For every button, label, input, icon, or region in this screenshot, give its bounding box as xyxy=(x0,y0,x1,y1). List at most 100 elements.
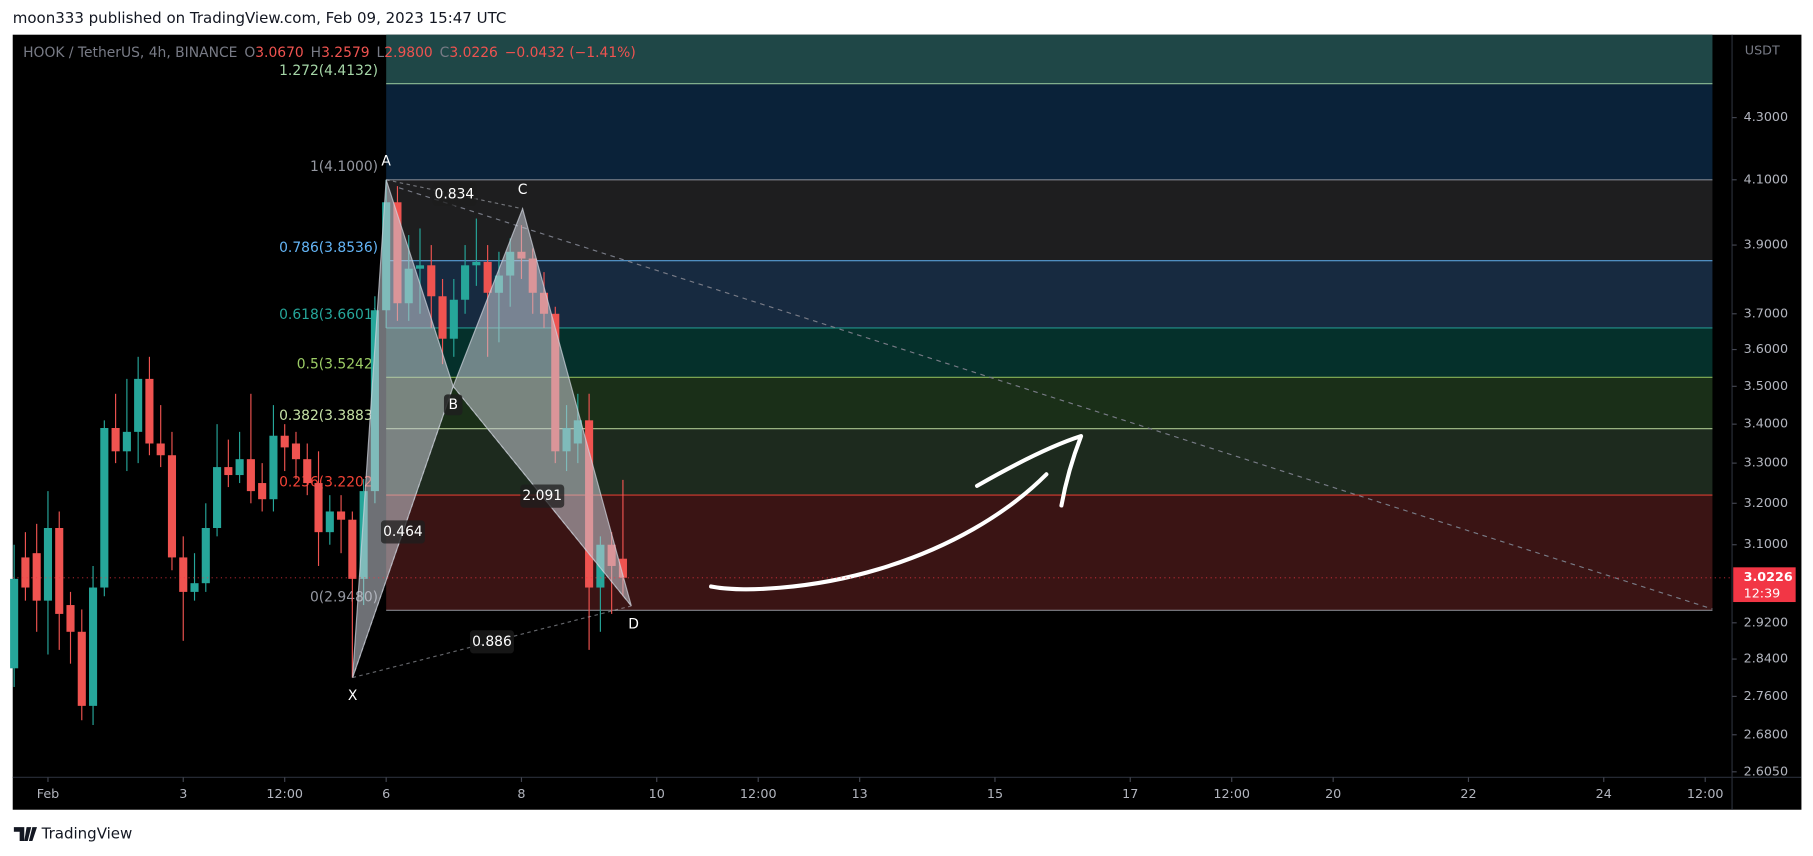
x-tick-label: 13 xyxy=(852,786,868,801)
publish-header: moon333 published on TradingView.com, Fe… xyxy=(13,9,507,27)
trend-layer xyxy=(398,187,1713,610)
tradingview-logo: TradingView xyxy=(13,825,132,843)
point-label-box xyxy=(443,394,463,416)
x-tick-label: Feb xyxy=(37,786,60,801)
ratio-label: 0.886 xyxy=(472,634,512,650)
last-price-value: 3.0226 xyxy=(1744,569,1793,584)
fib-zone xyxy=(386,428,1713,496)
ratio-label-box xyxy=(469,630,514,654)
x-tick-label: 6 xyxy=(382,786,390,801)
fib-level-label: 1(4.1000) xyxy=(310,159,378,175)
candle-body xyxy=(156,443,165,456)
ratio-label: 0.834 xyxy=(435,186,475,202)
candle-body xyxy=(325,511,334,533)
candle-body xyxy=(461,265,470,300)
fib-zone xyxy=(386,327,1713,378)
fib-zone xyxy=(386,179,1713,261)
candle-body xyxy=(337,511,346,520)
y-tick-label: 3.4000 xyxy=(1744,416,1789,431)
y-tick-label: 2.9200 xyxy=(1744,614,1789,629)
candle-body xyxy=(483,261,492,293)
candle-body xyxy=(100,428,109,588)
candle-body xyxy=(10,578,19,669)
ohlc-value: 3.0670 xyxy=(255,45,303,61)
point-label: B xyxy=(448,397,458,413)
candle-body xyxy=(224,467,233,476)
fib-zone xyxy=(386,34,1713,84)
ohlc-value: 3.2579 xyxy=(321,45,369,61)
candle-body xyxy=(21,557,30,588)
y-tick-label: 3.2000 xyxy=(1744,495,1789,510)
fib-level-label: 1.272(4.4132) xyxy=(279,63,378,79)
candle-body xyxy=(314,483,323,533)
candle-body xyxy=(122,431,131,452)
ohlc-key: O xyxy=(244,45,255,61)
candle-body xyxy=(167,455,177,558)
candle-body xyxy=(89,587,98,706)
point-label: C xyxy=(518,182,528,198)
point-label: X xyxy=(348,688,358,704)
ratio-label-box xyxy=(432,182,477,206)
candle-body xyxy=(190,583,199,592)
candle-body xyxy=(472,261,481,266)
point-label: A xyxy=(381,153,391,169)
logo-icon xyxy=(13,827,37,841)
ratio-label-box xyxy=(520,484,565,508)
candle-body xyxy=(348,519,357,579)
candle-body xyxy=(43,527,53,601)
y-tick-label: 2.6800 xyxy=(1744,726,1789,741)
x-tick-label: 12:00 xyxy=(1213,786,1250,801)
y-tick-label: 4.3000 xyxy=(1744,109,1789,124)
fib-zone xyxy=(386,83,1713,180)
candle-body xyxy=(55,527,64,614)
last-price-countdown: 12:39 xyxy=(1744,585,1781,600)
ratio-label: 2.091 xyxy=(522,488,562,504)
trend-line xyxy=(398,187,1713,610)
fib-level-label: 0.618(3.6601) xyxy=(279,307,378,323)
x-tick-label: 12:00 xyxy=(740,786,777,801)
fib-level-label: 0.786(3.8536) xyxy=(279,240,378,256)
candle-body xyxy=(280,435,289,448)
ratio-label: 0.464 xyxy=(383,524,423,540)
candle-body xyxy=(179,557,188,592)
x-tick-label: 3 xyxy=(179,786,187,801)
fib-zone xyxy=(386,377,1713,429)
x-tick-label: 20 xyxy=(1325,786,1341,801)
candle-body xyxy=(32,553,41,601)
candle-body xyxy=(449,299,458,339)
x-tick-label: 15 xyxy=(987,786,1003,801)
candle-body xyxy=(269,435,278,500)
axis-unit: USDT xyxy=(1745,42,1780,57)
candle-body xyxy=(145,378,154,444)
candle-body xyxy=(66,605,75,632)
x-tick-label: 12:00 xyxy=(266,786,303,801)
candle-body xyxy=(427,265,436,297)
candle-body xyxy=(291,443,301,460)
y-tick-label: 3.6000 xyxy=(1744,341,1789,356)
candle-body xyxy=(77,631,86,706)
x-tick-label: 24 xyxy=(1596,786,1612,801)
candle-body xyxy=(438,296,447,339)
ohlc-value: 3.0226 xyxy=(449,45,497,61)
fib-level-label: 0.5(3.5242) xyxy=(297,357,378,373)
candle-body xyxy=(213,467,222,528)
x-tick-label: 12:00 xyxy=(1687,786,1724,801)
candle-body xyxy=(258,483,267,500)
candle-body xyxy=(111,428,120,452)
price-change: −0.0432 (−1.41%) xyxy=(505,45,636,61)
y-tick-label: 3.9000 xyxy=(1744,237,1789,252)
y-tick-label: 2.6050 xyxy=(1744,763,1789,778)
ohlc-key: L xyxy=(377,45,385,61)
ratio-label-box xyxy=(380,520,425,544)
y-tick-label: 4.1000 xyxy=(1744,171,1789,186)
y-tick-label: 3.3000 xyxy=(1744,455,1789,470)
y-tick-label: 3.1000 xyxy=(1744,536,1789,551)
hand-drawn-arrowhead xyxy=(975,434,1084,508)
ohlc-key: C xyxy=(440,45,450,61)
harmonic-pattern: 0.834 0.464 2.091 0.886 X A B C D xyxy=(348,153,639,704)
candle-body xyxy=(134,378,143,432)
fib-level-label: 0.382(3.3883) xyxy=(279,408,378,424)
x-tick-label: 10 xyxy=(649,786,665,801)
